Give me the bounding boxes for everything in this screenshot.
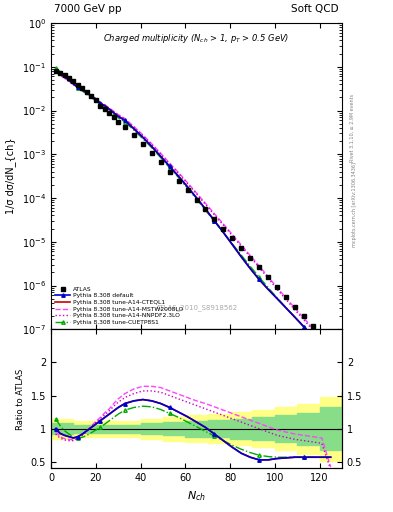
Text: mcplots.cern.ch [arXiv:1306.3436]: mcplots.cern.ch [arXiv:1306.3436]	[352, 162, 357, 247]
Text: Rivet 3.1.10, ≥ 2.9M events: Rivet 3.1.10, ≥ 2.9M events	[350, 94, 355, 162]
Y-axis label: Ratio to ATLAS: Ratio to ATLAS	[16, 368, 25, 430]
Text: ATLAS_2010_S8918562: ATLAS_2010_S8918562	[156, 304, 237, 311]
X-axis label: $N_{ch}$: $N_{ch}$	[187, 489, 206, 503]
Legend: ATLAS, Pythia 8.308 default, Pythia 8.308 tune-A14-CTEQL1, Pythia 8.308 tune-A14: ATLAS, Pythia 8.308 default, Pythia 8.30…	[54, 285, 184, 326]
Text: Soft QCD: Soft QCD	[291, 4, 339, 14]
Text: Charged multiplicity ($N_{ch}$ > 1, $p_T$ > 0.5 GeV): Charged multiplicity ($N_{ch}$ > 1, $p_T…	[103, 32, 290, 45]
Text: 7000 GeV pp: 7000 GeV pp	[54, 4, 121, 14]
Y-axis label: 1/σ dσ/dN_{ch}: 1/σ dσ/dN_{ch}	[6, 138, 17, 215]
